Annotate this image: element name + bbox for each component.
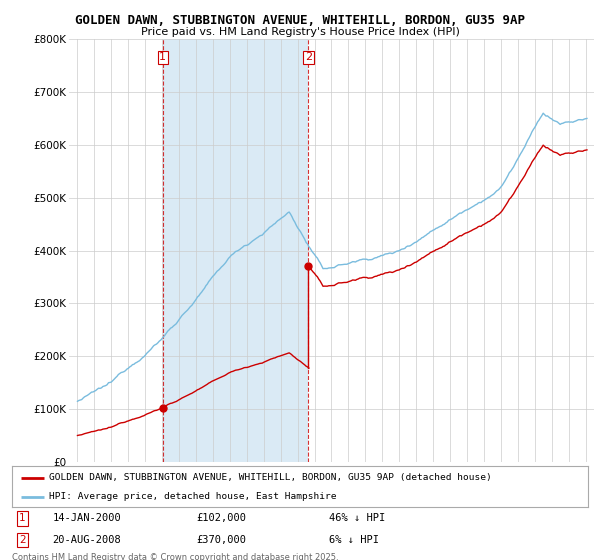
Text: £370,000: £370,000	[196, 535, 247, 545]
Text: 1: 1	[160, 53, 166, 62]
Text: 6% ↓ HPI: 6% ↓ HPI	[329, 535, 379, 545]
Text: 20-AUG-2008: 20-AUG-2008	[52, 535, 121, 545]
Text: 14-JAN-2000: 14-JAN-2000	[52, 514, 121, 524]
Text: Contains HM Land Registry data © Crown copyright and database right 2025.
This d: Contains HM Land Registry data © Crown c…	[12, 553, 338, 560]
Text: Price paid vs. HM Land Registry's House Price Index (HPI): Price paid vs. HM Land Registry's House …	[140, 27, 460, 37]
Text: £102,000: £102,000	[196, 514, 247, 524]
Bar	[163, 39, 308, 462]
Text: HPI: Average price, detached house, East Hampshire: HPI: Average price, detached house, East…	[49, 492, 337, 501]
Text: 46% ↓ HPI: 46% ↓ HPI	[329, 514, 385, 524]
Text: 1: 1	[19, 514, 26, 524]
Text: GOLDEN DAWN, STUBBINGTON AVENUE, WHITEHILL, BORDON, GU35 9AP (detached house): GOLDEN DAWN, STUBBINGTON AVENUE, WHITEHI…	[49, 473, 492, 482]
Text: 2: 2	[305, 53, 312, 62]
Text: GOLDEN DAWN, STUBBINGTON AVENUE, WHITEHILL, BORDON, GU35 9AP: GOLDEN DAWN, STUBBINGTON AVENUE, WHITEHI…	[75, 14, 525, 27]
Text: 2: 2	[19, 535, 26, 545]
